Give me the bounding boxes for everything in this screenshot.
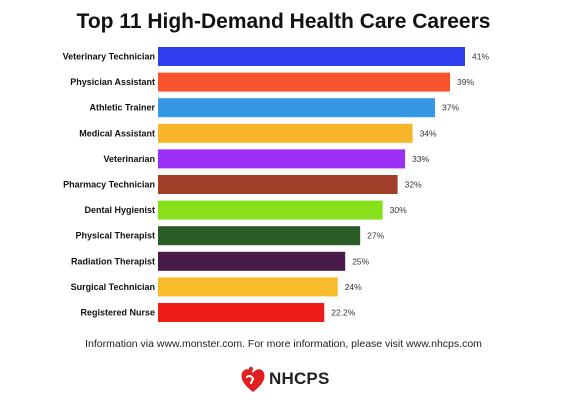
bar [158,149,406,169]
value-label: 34% [420,128,437,138]
heart-hand-icon [241,366,265,392]
source-note: Information via www.monster.com. For mor… [85,338,482,350]
category-label: Pharmacy Technician [63,180,155,190]
category-label: Surgical Technician [71,282,155,292]
category-label: Medical Assistant [79,128,155,138]
category-label: Physician Assistant [70,77,155,87]
bar [158,303,325,322]
bar [158,277,338,297]
value-label: 25% [352,256,369,266]
value-label: 39% [457,77,474,87]
logo-text: NHCPS [269,369,330,388]
value-label: 41% [472,52,489,62]
bar [158,47,465,66]
value-label: 32% [405,180,422,190]
category-label: Veterinary Technician [63,52,155,62]
value-label: 33% [412,154,429,164]
value-label: 27% [367,231,384,241]
value-label: 24% [345,282,362,292]
category-label: Veterinarian [103,154,155,164]
category-label: Radiation Therapist [71,256,155,266]
bar [158,98,436,118]
category-label: Athletic Trainer [89,103,155,113]
category-label: Physical Therapist [75,231,155,241]
bar [158,175,398,194]
bar [158,226,361,246]
nhcps-logo: NHCPS [240,364,330,394]
bar [158,251,346,271]
value-label: 37% [442,103,459,113]
value-label: 30% [390,205,407,215]
chart-title: Top 11 High-Demand Health Care Careers [76,10,491,33]
category-label: Dental Hygienist [84,205,155,215]
value-label: 22.2% [331,308,356,318]
bar-chart: Veterinary Technician 41% Physician Assist… [63,47,489,322]
bar [158,200,383,220]
bar [158,72,451,92]
bar [158,123,413,143]
category-label: Registered Nurse [80,308,155,318]
